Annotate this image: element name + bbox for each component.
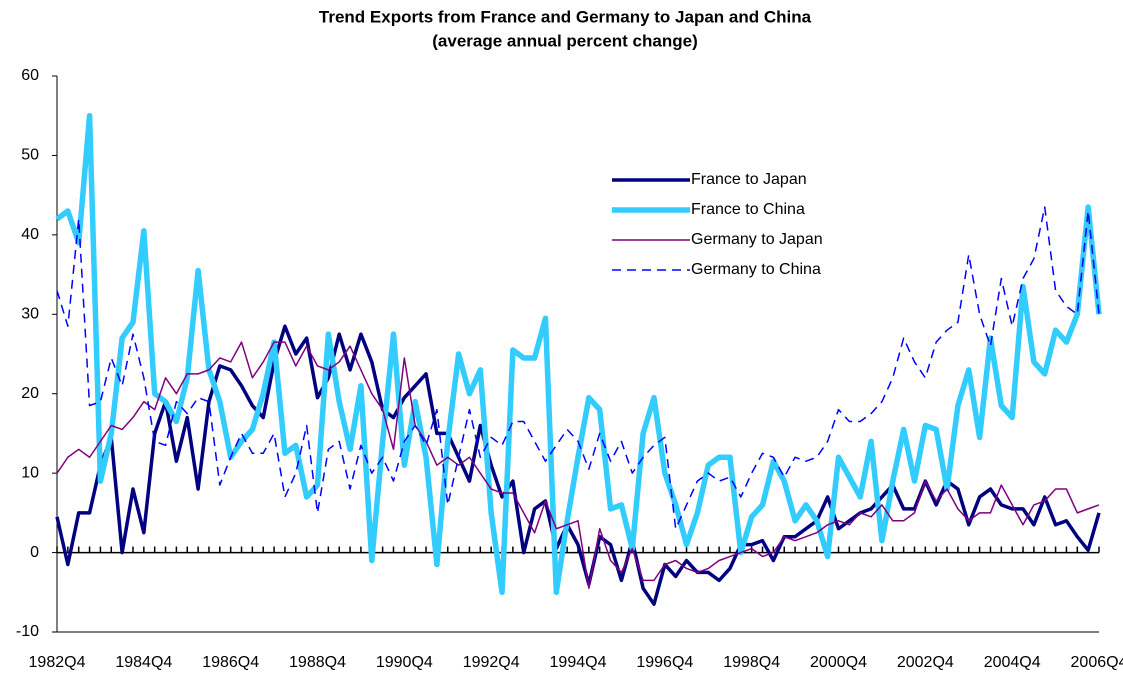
chart-subtitle: (average annual percent change) <box>432 31 697 50</box>
y-tick-label: 50 <box>21 147 39 164</box>
y-tick-label: 10 <box>21 464 39 481</box>
x-tick-label: 1988Q4 <box>289 654 346 671</box>
legend-label: France to China <box>691 201 805 218</box>
y-tick-label: -10 <box>16 623 39 640</box>
x-tick-label: 1982Q4 <box>29 654 86 671</box>
series-line <box>56 206 1100 530</box>
x-tick-label: 1984Q4 <box>115 654 172 671</box>
x-tick-label: 2000Q4 <box>810 654 867 671</box>
y-tick-label: 60 <box>21 67 39 84</box>
y-tick-label: 20 <box>21 385 39 402</box>
x-tick-label: 2006Q4 <box>1071 654 1123 671</box>
y-tick-label: 40 <box>21 226 39 243</box>
y-tick-label: 30 <box>21 306 39 323</box>
x-tick-label: 1986Q4 <box>202 654 259 671</box>
legend-label: Germany to China <box>691 261 821 278</box>
x-tick-label: 1996Q4 <box>636 654 693 671</box>
chart-title: Trend Exports from France and Germany to… <box>319 7 812 26</box>
x-tick-label: 1990Q4 <box>376 654 433 671</box>
x-tick-label: 2002Q4 <box>897 654 954 671</box>
x-tick-label: 1998Q4 <box>723 654 780 671</box>
legend-label: Germany to Japan <box>691 231 823 248</box>
x-tick-label: 1994Q4 <box>550 654 607 671</box>
legend-label: France to Japan <box>691 171 807 188</box>
series-line <box>56 341 1100 590</box>
x-tick-label: 2004Q4 <box>984 654 1041 671</box>
x-tick-label: 1992Q4 <box>463 654 520 671</box>
y-tick-label: 0 <box>30 544 39 561</box>
